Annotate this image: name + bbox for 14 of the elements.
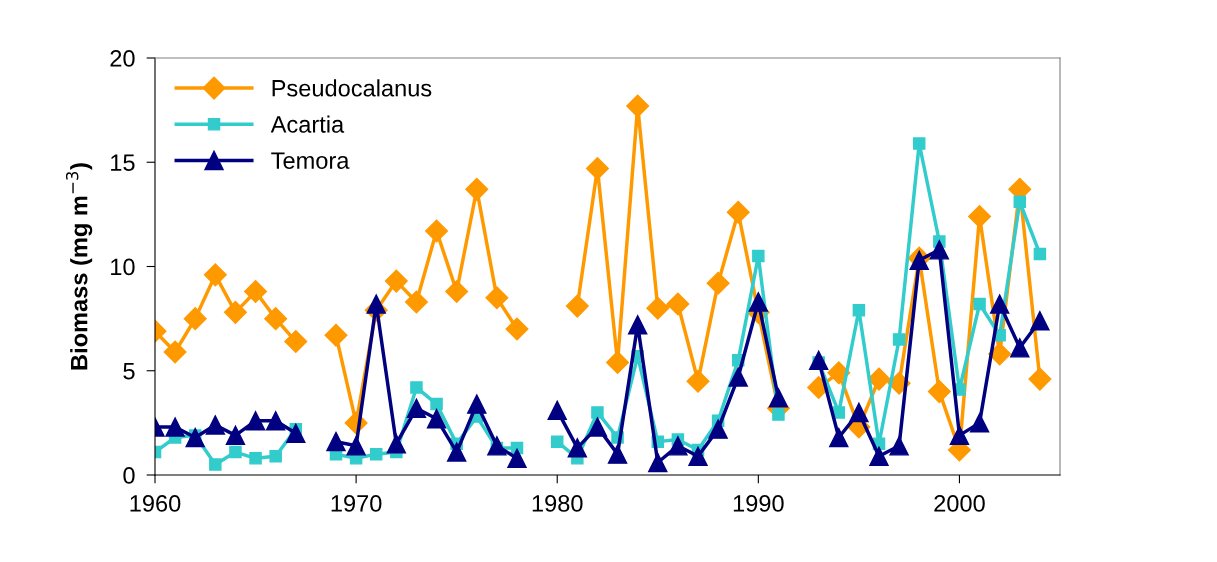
x-tick-label: 1960: [130, 495, 181, 512]
y-tick-label: 10: [111, 258, 135, 276]
y-tick-label: 15: [111, 154, 135, 172]
legend-label: Acartia: [270, 115, 345, 133]
y-tick-label: 20: [110, 50, 135, 67]
legend-label: Temora: [271, 152, 350, 169]
x-tick-label: 2000: [934, 495, 985, 512]
y-tick-label: 0: [123, 467, 135, 484]
y-axis-title: Biomass (mg m$^{−3}$): [65, 163, 93, 370]
y-tick-label: 5: [123, 363, 135, 380]
x-tick-label: 1990: [733, 495, 784, 512]
x-tick-label: 1970: [331, 495, 382, 512]
x-tick-label: 1980: [532, 495, 583, 512]
legend-label: Pseudocalanus: [272, 79, 432, 97]
